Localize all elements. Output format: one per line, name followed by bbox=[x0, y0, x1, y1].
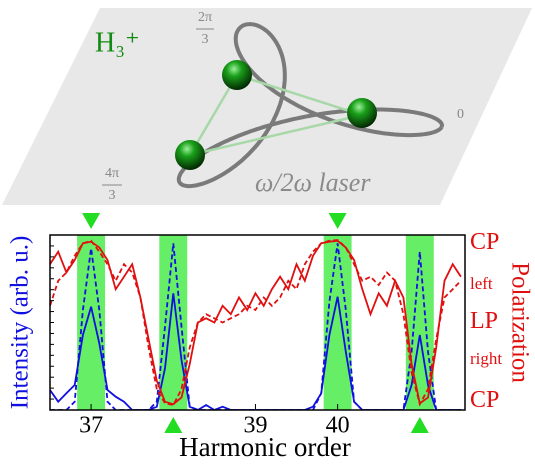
series-line bbox=[50, 239, 462, 406]
plane bbox=[2, 8, 532, 205]
chart: 37 39 40 CP left LP right CP Harmonic order Inten… bbox=[7, 213, 533, 462]
molecule-label: H₃⁺ bbox=[95, 27, 140, 58]
series-line bbox=[50, 239, 462, 407]
x-tick-label: 37 bbox=[79, 413, 103, 439]
y2-axis-label: Polarization bbox=[506, 262, 533, 383]
right-cp-marker bbox=[410, 417, 429, 433]
phase-label: 4π bbox=[105, 166, 119, 181]
series-line bbox=[50, 243, 461, 410]
y2-tick-label: LP bbox=[470, 308, 498, 334]
y2-tick-label: CP bbox=[470, 387, 499, 413]
phase-label: 0 bbox=[457, 107, 464, 122]
x-axis-label: Harmonic order bbox=[179, 432, 351, 462]
highlight-band bbox=[159, 235, 188, 410]
y2-tick-label: CP bbox=[470, 229, 499, 255]
y-axis-label: Intensity (arb. u.) bbox=[7, 236, 34, 410]
x-tick-label: 40 bbox=[326, 413, 350, 439]
atom bbox=[222, 60, 252, 90]
right-cp-marker bbox=[164, 417, 183, 433]
atom bbox=[175, 140, 205, 170]
laser-orbit bbox=[176, 22, 445, 189]
phase-label: 3 bbox=[109, 188, 116, 203]
plot-frame bbox=[49, 234, 466, 411]
laser-label: ω/2ω laser bbox=[255, 168, 371, 197]
atom bbox=[347, 98, 377, 128]
phase-label: 2π bbox=[198, 10, 212, 25]
phase-label: 3 bbox=[202, 32, 209, 47]
molecule-bonds bbox=[187, 73, 367, 157]
series-line bbox=[50, 293, 461, 410]
y2-tick-label: right bbox=[470, 349, 502, 368]
left-cp-marker bbox=[82, 213, 101, 229]
y2-tick-label: left bbox=[470, 274, 493, 293]
x-tick-label: 39 bbox=[243, 413, 267, 439]
left-cp-marker bbox=[328, 213, 347, 229]
